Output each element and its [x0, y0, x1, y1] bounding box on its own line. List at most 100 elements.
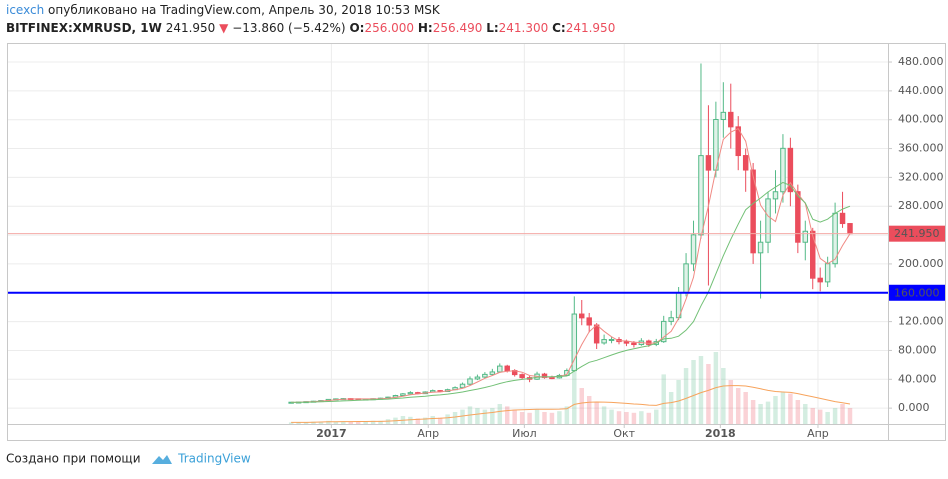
volume-ma — [291, 385, 851, 423]
volume-bar — [803, 404, 808, 424]
candle-body — [817, 277, 823, 283]
volume-bar — [721, 368, 726, 424]
volume-bar — [840, 404, 845, 424]
volume-bar — [363, 421, 368, 424]
volume-bar — [378, 420, 383, 424]
candle-body — [735, 126, 741, 157]
candle-body — [519, 374, 525, 379]
volume-bar — [579, 388, 584, 424]
x-tick-label: Окт — [613, 427, 635, 440]
volume-bar — [408, 416, 413, 424]
volume-bar — [639, 411, 644, 424]
volume-bar — [586, 396, 592, 424]
volume-bar — [743, 392, 748, 424]
volume-bar — [445, 414, 450, 424]
o-label: O: — [349, 21, 365, 35]
volume-bar — [482, 409, 488, 424]
candle-body — [400, 393, 406, 397]
candle-body — [698, 155, 704, 236]
volume-bar — [430, 416, 435, 424]
volume-bar — [788, 393, 793, 424]
candle-body — [705, 155, 712, 171]
volume-bar — [773, 396, 778, 424]
volume-bar — [750, 400, 756, 424]
x-tick-label: 2017 — [316, 427, 347, 440]
y-tick-label: 440.000 — [898, 84, 944, 97]
candle-body — [504, 365, 510, 372]
volume-bar — [676, 380, 681, 424]
volume-bar — [452, 412, 458, 424]
volume-bar — [385, 419, 391, 424]
x-tick-label: Апр — [807, 427, 829, 440]
volume-bar — [601, 406, 607, 424]
logo-icon[interactable] — [150, 451, 174, 467]
volume-bar — [609, 409, 614, 424]
axes: 0.000 40.000 80.000 120.000 160.000 200.000 24… — [316, 55, 945, 440]
volume-bar — [341, 421, 346, 424]
volume-bar — [318, 421, 324, 424]
volume-bar — [437, 417, 443, 424]
candle-body — [787, 147, 794, 193]
candle-body — [549, 377, 555, 380]
candle-body — [824, 263, 831, 283]
volume-bar — [557, 411, 562, 424]
y-tick-label: 120.000 — [898, 315, 944, 328]
x-tick-label: 2018 — [705, 427, 736, 440]
volume-bar — [646, 412, 652, 424]
symbol: BITFINEX:XMRUSD, 1W — [6, 21, 162, 35]
h-value: 256.490 — [432, 21, 483, 35]
candle-body — [601, 339, 607, 344]
volume-bar — [326, 420, 331, 424]
volume-bar — [624, 412, 629, 424]
footer: Создано при помощи TradingView — [6, 451, 251, 467]
candle-body — [839, 212, 846, 225]
y-tick-label: 200.000 — [898, 257, 944, 270]
volume-bar — [542, 412, 547, 424]
l-label: L: — [486, 21, 499, 35]
candle-body — [720, 111, 727, 120]
volume-bar — [355, 421, 361, 424]
candle-body — [482, 373, 488, 378]
candle-body — [593, 324, 600, 344]
candle-body — [631, 342, 637, 346]
volume-bar — [758, 404, 763, 424]
symbol-line: BITFINEX:XMRUSD, 1W 241.950 ▼ −13.860 (−… — [6, 21, 615, 35]
candle-body — [489, 371, 496, 375]
y-tick-label: 0.000 — [898, 401, 930, 414]
y-tick-label: 400.000 — [898, 113, 944, 126]
volume-bar — [594, 401, 599, 424]
volume-bar — [475, 408, 480, 424]
volume-bar — [698, 356, 704, 424]
y-tick-label: 280.000 — [898, 199, 944, 212]
volume-bar — [505, 406, 510, 424]
volume-bar — [549, 412, 555, 424]
chart: 0.000 40.000 80.000 120.000 160.000 200.000 24… — [7, 43, 946, 441]
plot-area — [8, 44, 888, 424]
volume-bar — [735, 388, 741, 424]
candle-body — [623, 341, 630, 344]
candle-body — [579, 313, 585, 319]
volume-bar — [490, 408, 495, 424]
candle-body — [750, 169, 756, 254]
candle-body — [608, 338, 615, 341]
volume-bar — [691, 360, 696, 424]
o-value: 256.000 — [364, 21, 415, 35]
volume-bar — [728, 380, 734, 424]
volume-bar — [527, 412, 532, 424]
author[interactable]: icexch — [6, 3, 45, 17]
volume-bar — [572, 364, 577, 424]
volume-bar — [497, 404, 503, 424]
candle-body — [474, 376, 481, 380]
l-value: 241.300 — [498, 21, 549, 35]
candle-body — [497, 365, 503, 373]
y-tick-label: 480.000 — [898, 55, 944, 68]
volume-bar — [668, 392, 674, 424]
price-label-box — [889, 284, 945, 301]
chart-frame — [7, 43, 946, 441]
footer-text: Создано при помощи — [6, 451, 141, 466]
logo-text[interactable]: TradingView — [178, 451, 251, 466]
volume-bar — [817, 409, 823, 424]
volume-bar — [847, 408, 853, 424]
candle-body — [847, 223, 853, 235]
c-value: 241.950 — [565, 21, 616, 35]
